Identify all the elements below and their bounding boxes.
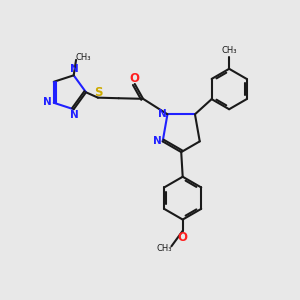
Text: O: O xyxy=(178,231,188,244)
Text: CH₃: CH₃ xyxy=(76,53,91,62)
Text: CH₃: CH₃ xyxy=(156,244,172,253)
Text: N: N xyxy=(153,136,162,146)
Text: N: N xyxy=(70,110,79,120)
Text: N: N xyxy=(70,64,79,74)
Text: CH₃: CH₃ xyxy=(221,46,237,56)
Text: N: N xyxy=(43,97,52,107)
Text: S: S xyxy=(94,86,103,99)
Text: N: N xyxy=(158,109,167,119)
Text: O: O xyxy=(129,71,139,85)
